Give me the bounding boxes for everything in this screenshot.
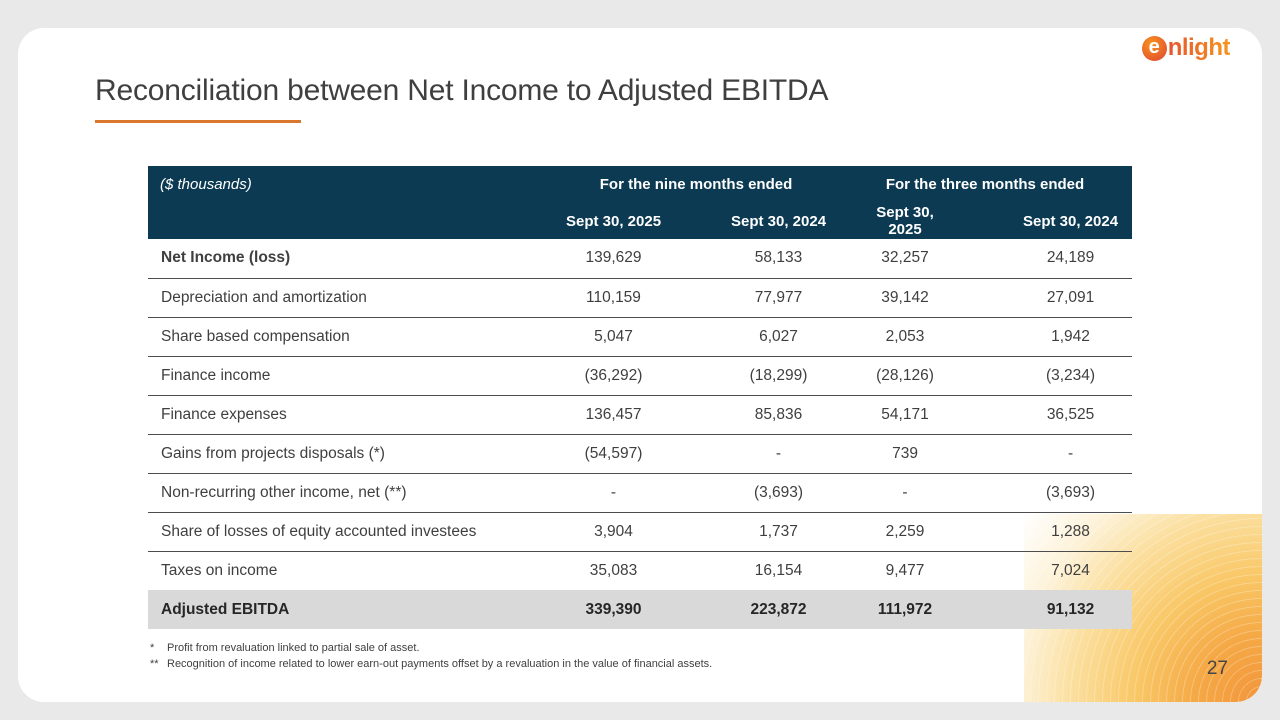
cell-value: 1,288 [989, 512, 1133, 552]
table-row: Finance income (36,292) (18,299) (28,126) (3… [148, 356, 1133, 396]
cell-value: 7,024 [1051, 561, 1090, 579]
col-header-date: Sept 30, 2025 [861, 203, 990, 239]
cell-value: 111,972 [861, 590, 990, 629]
page-number: 27 [1206, 658, 1228, 679]
cell-value: 91,132 [989, 590, 1133, 629]
table-row: Finance expenses 136,457 85,836 54,171 36,52… [148, 395, 1133, 435]
cell-value: 85,836 [696, 395, 862, 435]
cell-value: 35,083 [589, 561, 638, 579]
row-label: Adjusted EBITDA [148, 590, 531, 629]
row-label: Depreciation and amortization [148, 278, 531, 318]
cell-value: 54,171 [861, 395, 990, 435]
table-body: Net Income (loss) 139,629 58,133 32,257 24,1… [148, 239, 1133, 629]
cell-value: (54,597) [531, 434, 696, 474]
footnote-text: Profit from revaluation linked to partia… [167, 642, 420, 654]
table-row: Gains from projects disposals (*) (54,597… [148, 434, 1133, 474]
col-group-nine-months: For the nine months ended [531, 166, 862, 203]
table-row: Share of losses of equity accounted inve… [148, 512, 1133, 552]
slide-card: e nlight Reconciliation between Net Inco… [18, 28, 1262, 702]
cell-value: 2,259 [861, 512, 990, 552]
col-group-three-months: For the three months ended [861, 166, 1133, 203]
footnote-text: Recognition of income related to lower e… [167, 658, 713, 670]
unit-label: ($ thousands) [148, 166, 531, 239]
col-header-date: Sept 30, 2024 [696, 203, 862, 239]
table-row: Depreciation and amortization 110,159 77,9… [148, 278, 1133, 318]
row-label: Net Income (loss) [148, 239, 531, 279]
cell-value: 5,047 [531, 317, 696, 357]
cell-value: 16,154 [754, 561, 803, 579]
cell-value: - [531, 473, 696, 513]
cell-value: 32,257 [861, 239, 990, 279]
table-row: Non-recurring other income, net (**) - (3,… [148, 473, 1133, 513]
cell-value: (3,234) [989, 356, 1133, 396]
footnote-single-asterisk: * Profit from revaluation linked to part… [150, 640, 712, 656]
footnote-double-asterisk: ** Recognition of income related to lowe… [150, 656, 712, 672]
table-row: Share based compensation 5,047 6,027 2,053 1… [148, 317, 1133, 357]
row-label: Non-recurring other income, net (**) [148, 473, 531, 513]
row-label: Finance income [148, 356, 531, 396]
cell-value: 739 [861, 434, 990, 474]
cell-value: (18,299) [696, 356, 862, 396]
cell-value: 223,872 [696, 590, 862, 629]
footnote-marker: ** [150, 658, 159, 670]
reconciliation-table: ($ thousands) For the nine months ended … [148, 166, 1133, 629]
cell-value: (3,693) [696, 473, 862, 513]
cell-value: 110,159 [531, 278, 696, 318]
cell-value: 339,390 [531, 590, 696, 629]
row-label: Taxes on income [161, 561, 278, 579]
footnotes: * Profit from revaluation linked to part… [150, 640, 712, 672]
row-label: Gains from projects disposals (*) [148, 434, 531, 474]
cell-value: (36,292) [531, 356, 696, 396]
cell-value: 24,189 [989, 239, 1133, 279]
cell-value: - [989, 434, 1133, 474]
cell-value: 139,629 [531, 239, 696, 279]
page-title: Reconciliation between Net Income to Adj… [95, 74, 829, 107]
cell-value: 3,904 [531, 512, 696, 552]
cell-value: 1,737 [696, 512, 862, 552]
cell-value: (28,126) [861, 356, 990, 396]
cell-value: 136,457 [531, 395, 696, 435]
table-header: ($ thousands) For the nine months ended … [148, 166, 1133, 239]
cell-value: 6,027 [696, 317, 862, 357]
row-label: Share based compensation [148, 317, 531, 357]
cell-value: 2,053 [861, 317, 990, 357]
enlight-logo: e nlight [1141, 34, 1231, 62]
footnote-marker: * [150, 642, 155, 654]
cell-value: 36,525 [989, 395, 1133, 435]
enlight-logo-text: nlight [1167, 34, 1231, 61]
table-row: Taxes on income 35,083 16,154 9,477 7,024 [148, 551, 1132, 590]
col-header-date: Sept 30, 2024 [989, 203, 1133, 239]
reconciliation-table-wrap: ($ thousands) For the nine months ended … [148, 166, 1133, 629]
table-row-total: Adjusted EBITDA 339,390 223,872 111,972 91,1… [148, 590, 1133, 629]
table-row: Net Income (loss) 139,629 58,133 32,257 24,1… [148, 239, 1133, 279]
cell-value: - [696, 434, 862, 474]
cell-value: 27,091 [989, 278, 1133, 318]
title-underline [95, 120, 301, 123]
row-label: Share of losses of equity accounted inve… [148, 512, 531, 552]
enlight-logo-e-icon: e [1141, 35, 1167, 61]
cell-value: (3,693) [989, 473, 1133, 513]
cell-value: 58,133 [696, 239, 862, 279]
cell-value: 77,977 [696, 278, 862, 318]
cell-value: 1,942 [989, 317, 1133, 357]
col-header-date: Sept 30, 2025 [531, 203, 696, 239]
row-label: Finance expenses [148, 395, 531, 435]
cell-value: - [861, 473, 990, 513]
cell-value: 39,142 [861, 278, 990, 318]
cell-value: 9,477 [885, 561, 925, 579]
